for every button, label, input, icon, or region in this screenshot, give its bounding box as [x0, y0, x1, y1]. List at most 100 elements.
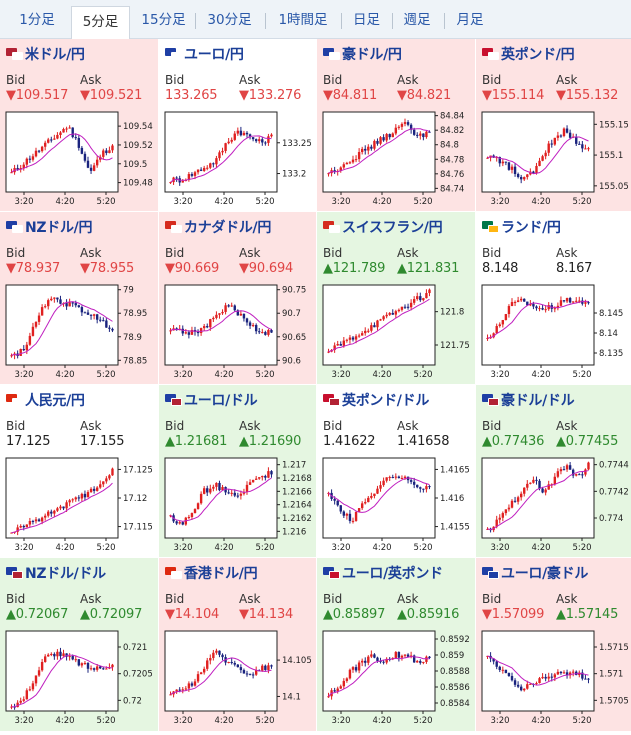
candlestick-chart[interactable]: 133.25 133.2 3:20 4:20 5:20: [164, 111, 312, 207]
currency-flag-icon: [482, 48, 499, 60]
pair-panel[interactable]: 香港ドル/円 Bid Ask ▼14.104 ▼14.134 14.105 14.1 3:20…: [159, 558, 316, 731]
pair-name[interactable]: ユーロ/豪ドル: [501, 566, 589, 582]
candle-body: [34, 321, 38, 327]
pair-name[interactable]: 香港ドル/円: [184, 566, 258, 582]
x-tick-label: 4:20: [531, 370, 550, 380]
pair-name[interactable]: ユーロ/ドル: [184, 393, 258, 409]
candle-body: [233, 662, 236, 665]
pair-panel[interactable]: NZドル/円 Bid Ask ▼78.937 ▼78.955 79 78.95 78.9 78.…: [0, 212, 158, 384]
pair-title[interactable]: NZドル/円: [6, 218, 92, 236]
candle-body: [31, 156, 35, 160]
candle-body: [199, 169, 203, 171]
pair-title[interactable]: スイスフラン/円: [323, 218, 443, 236]
ask-label: Ask: [397, 246, 419, 260]
pair-panel[interactable]: 英ポンド/ドル Bid Ask 1.41622 1.41658 1.4165 1.416 1.…: [317, 385, 475, 557]
currency-flag-icon: [323, 221, 340, 233]
pair-panel[interactable]: ユーロ/ドル Bid Ask ▲1.21681 ▲1.21690 1.217 1.2168 1…: [159, 385, 316, 557]
pair-title[interactable]: 英ポンド/円: [482, 45, 575, 63]
tab-8[interactable]: 月足: [456, 12, 484, 28]
tab-4[interactable]: 30分足: [207, 12, 252, 28]
candlestick-chart[interactable]: 0.7744 0.7742 0.774 3:20 4:20 5:20: [481, 457, 629, 553]
tab-5[interactable]: 1時間足: [278, 12, 328, 28]
pair-title[interactable]: ランド/円: [482, 218, 561, 236]
x-tick-label: 4:20: [214, 543, 233, 553]
candlestick-chart[interactable]: 1.5715 1.571 1.5705 3:20 4:20 5:20: [481, 630, 629, 726]
pair-name[interactable]: 米ドル/円: [25, 47, 85, 63]
candlestick-chart[interactable]: 90.75 90.7 90.65 90.6 3:20 4:20 5:20: [164, 284, 311, 380]
pair-name[interactable]: NZドル/円: [25, 220, 93, 236]
candlestick-chart[interactable]: 121.8 121.75 3:20 4:20 5:20: [322, 284, 470, 380]
candle-body: [575, 136, 578, 144]
candle-body: [425, 131, 428, 138]
candle-body: [587, 148, 590, 150]
pair-title[interactable]: ユーロ/英ポンド: [323, 564, 443, 582]
pair-title[interactable]: 米ドル/円: [6, 45, 85, 63]
x-tick-label: 5:20: [96, 197, 115, 207]
candle-body: [74, 659, 77, 661]
pair-panel[interactable]: ユーロ/円 Bid Ask 133.265 ▼133.276 133.25 133.2 3:2…: [159, 39, 316, 211]
tab-6[interactable]: 日足: [353, 12, 380, 28]
pair-panel[interactable]: 豪ドル/ドル Bid Ask ▲0.77436 ▲0.77455 0.7744 0.7742…: [476, 385, 631, 557]
pair-name[interactable]: 豪ドル/ドル: [501, 393, 575, 409]
y-tick-label: 84.82: [440, 126, 464, 136]
candle-body: [345, 162, 349, 165]
pair-panel[interactable]: スイスフラン/円 Bid Ask ▲121.789 ▲121.831 121.8 121.7…: [317, 212, 475, 384]
candle-body: [245, 673, 249, 675]
pair-panel[interactable]: 米ドル/円 Bid Ask ▼109.517 ▼109.521 109.54 109.52 1…: [0, 39, 158, 211]
pair-title[interactable]: ユーロ/ドル: [165, 391, 258, 409]
pair-title[interactable]: 香港ドル/円: [165, 564, 258, 582]
candle-body: [99, 484, 102, 488]
tab-2[interactable]: 5分足: [71, 6, 130, 39]
pair-name[interactable]: 英ポンド/円: [501, 47, 575, 63]
tab-1[interactable]: 1分足: [19, 12, 55, 28]
candlestick-chart[interactable]: 1.217 1.2168 1.2166 1.2164 1.2162 1.216 3:20 4:…: [164, 457, 312, 553]
pair-title[interactable]: 英ポンド/ドル: [323, 391, 429, 409]
x-tick-label: 5:20: [572, 370, 591, 380]
pair-panel[interactable]: 豪ドル/円 Bid Ask ▼84.811 ▼84.821 84.84 84.82 84.8 8…: [317, 39, 475, 211]
pair-title[interactable]: カナダドル/円: [165, 218, 271, 236]
x-tick-label: 3:20: [14, 197, 33, 207]
candlestick-chart[interactable]: 84.84 84.82 84.8 84.78 84.76 84.74 3:20 4:20 5:2…: [322, 111, 469, 207]
pair-title[interactable]: NZドル/ドル: [6, 564, 106, 582]
pair-name[interactable]: 人民元/円: [25, 393, 85, 409]
pair-title[interactable]: ユーロ/円: [165, 45, 244, 63]
pair-panel[interactable]: ユーロ/豪ドル Bid Ask ▼1.57099 ▲1.57145 1.5715 1.571…: [476, 558, 631, 731]
x-tick-label: 5:20: [96, 370, 115, 380]
tab-3[interactable]: 15分足: [141, 12, 186, 28]
pair-name[interactable]: NZドル/ドル: [25, 566, 106, 582]
pair-name[interactable]: カナダドル/円: [184, 220, 272, 236]
candlestick-chart[interactable]: 17.125 17.12 17.115 3:20 4:20 5:20: [5, 457, 153, 553]
pair-panel[interactable]: NZドル/ドル Bid Ask ▲0.72067 ▲0.72097 0.721 0.7205…: [0, 558, 158, 731]
pair-title[interactable]: 人民元/円: [6, 391, 85, 409]
pair-panel[interactable]: 人民元/円 Bid Ask 17.125 17.155 17.125 17.12 17.115…: [0, 385, 158, 557]
y-tick-label: 155.15: [599, 120, 629, 130]
pair-panel[interactable]: ランド/円 Bid Ask 8.148 8.167 8.145 8.14 8.135 3:20 4…: [476, 212, 631, 384]
candlestick-chart[interactable]: 0.8592 0.859 0.8588 0.8586 0.8584 3:20 4:20 5:2…: [322, 630, 470, 726]
candlestick-chart[interactable]: 109.54 109.52 109.5 109.48 3:20 4:20 5:20: [5, 111, 153, 207]
pair-name[interactable]: ユーロ/円: [184, 47, 244, 63]
pair-title[interactable]: ユーロ/豪ドル: [482, 564, 588, 582]
ask-value: ▲1.21690: [239, 434, 302, 449]
candlestick-chart[interactable]: 14.105 14.1 3:20 4:20 5:20: [164, 630, 312, 726]
pair-name[interactable]: 豪ドル/円: [342, 47, 402, 63]
tab-7[interactable]: 週足: [403, 12, 431, 28]
pair-name[interactable]: ユーロ/英ポンド: [342, 566, 443, 582]
pair-name[interactable]: スイスフラン/円: [342, 220, 443, 236]
candle-body: [578, 672, 581, 676]
candlestick-chart[interactable]: 0.721 0.7205 0.72 3:20 4:20 5:20: [5, 630, 153, 726]
pair-title[interactable]: 豪ドル/ドル: [482, 391, 575, 409]
pair-panel[interactable]: 英ポンド/円 Bid Ask ▼155.114 ▼155.132 155.15 155.1 1…: [476, 39, 631, 211]
pair-title[interactable]: 豪ドル/円: [323, 45, 402, 63]
pair-name[interactable]: 英ポンド/ドル: [342, 393, 430, 409]
pair-name[interactable]: ランド/円: [501, 220, 561, 236]
ask-label: Ask: [239, 73, 261, 87]
pair-panel[interactable]: カナダドル/円 Bid Ask ▼90.669 ▼90.694 90.75 90.7 90.6…: [159, 212, 316, 384]
candlestick-chart[interactable]: 1.4165 1.416 1.4155 3:20 4:20 5:20: [322, 457, 470, 553]
y-tick-label: 0.859: [440, 651, 464, 661]
pair-panel[interactable]: ユーロ/英ポンド Bid Ask ▲0.85897 ▲0.85916 0.8592 0.85…: [317, 558, 475, 731]
candlestick-chart[interactable]: 79 78.95 78.9 78.85 3:20 4:20 5:20: [5, 284, 152, 380]
candle-body: [513, 500, 517, 502]
candlestick-chart[interactable]: 8.145 8.14 8.135 3:20 4:20 5:20: [481, 284, 628, 380]
candlestick-chart[interactable]: 155.15 155.1 155.05 3:20 4:20 5:20: [481, 111, 629, 207]
candle-body: [178, 522, 181, 524]
